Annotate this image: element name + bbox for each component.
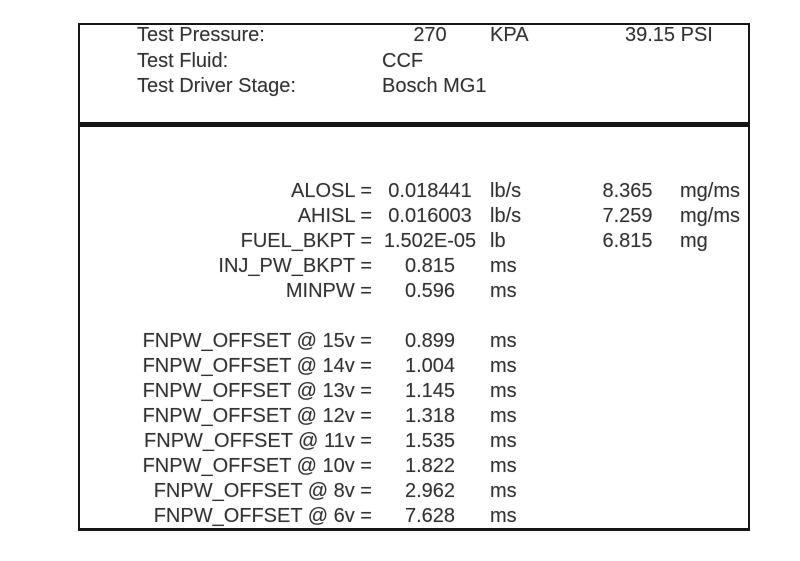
offset-value: 1.145 <box>404 380 456 402</box>
parameter-row-inj-pw-bkpt: INJ_PW_BKPT = 0.815 ms <box>80 254 748 279</box>
param-value: 0.018441 <box>388 180 472 202</box>
param-value: 0.016003 <box>388 205 472 227</box>
offset-unit: ms <box>490 505 517 527</box>
param-value: 1.502E-05 <box>383 230 477 252</box>
offset-row-6v: FNPW_OFFSET @ 6v = 7.628 ms <box>80 504 748 529</box>
offset-label: FNPW_OFFSET @ 13v = <box>142 380 372 402</box>
header-row-test-fluid: Test Fluid: CCF <box>80 49 748 75</box>
param-unit: lb/s <box>490 205 522 227</box>
offset-unit: ms <box>490 430 517 452</box>
offset-row-15v: FNPW_OFFSET @ 15v = 0.899 ms <box>80 329 748 354</box>
test-fluid-label: Test Fluid: <box>137 49 229 72</box>
offset-label: FNPW_OFFSET @ 12v = <box>142 405 372 427</box>
param-unit: lb <box>490 230 506 252</box>
param-metric-unit: mg <box>680 230 708 252</box>
offset-row-12v: FNPW_OFFSET @ 12v = 1.318 ms <box>80 404 748 429</box>
parameter-row-alosl: ALOSL = 0.018441 lb/s 8.365 mg/ms <box>80 179 748 204</box>
param-metric-value: 6.815 <box>602 230 653 252</box>
offset-unit: ms <box>490 330 517 352</box>
offset-value: 7.628 <box>404 505 456 527</box>
param-value: 0.815 <box>404 255 456 277</box>
param-metric-value: 7.259 <box>602 205 653 227</box>
test-pressure-label: Test Pressure: <box>137 24 265 46</box>
param-metric-unit: mg/ms <box>680 205 740 227</box>
param-value: 0.596 <box>404 280 456 302</box>
section-divider <box>80 122 748 127</box>
param-label: FUEL_BKPT = <box>240 230 372 252</box>
test-driver-stage-value: Bosch MG1 <box>382 75 487 97</box>
test-pressure-unit: KPA <box>490 24 529 46</box>
parameter-row-ahisl: AHISL = 0.016003 lb/s 7.259 mg/ms <box>80 204 748 229</box>
offset-value: 1.318 <box>404 405 456 427</box>
blank-row <box>80 304 748 329</box>
test-pressure-psi-value: 39.15 PSI <box>625 24 713 46</box>
offset-value: 2.962 <box>404 480 456 502</box>
offset-row-10v: FNPW_OFFSET @ 10v = 1.822 ms <box>80 454 748 479</box>
offset-row-13v: FNPW_OFFSET @ 13v = 1.145 ms <box>80 379 748 404</box>
offset-unit: ms <box>490 455 517 477</box>
offset-label: FNPW_OFFSET @ 8v = <box>153 480 372 502</box>
offset-value: 1.004 <box>404 355 456 377</box>
param-label: ALOSL = <box>291 180 372 202</box>
test-conditions-section: Test Pressure: 270 KPA 39.15 PSI Test Fl… <box>80 23 748 100</box>
test-fluid-value: CCF <box>382 49 424 72</box>
offset-label: FNPW_OFFSET @ 15v = <box>142 330 372 352</box>
offset-value: 1.535 <box>404 430 456 452</box>
offset-row-8v: FNPW_OFFSET @ 8v = 2.962 ms <box>80 479 748 504</box>
param-label: MINPW = <box>285 280 372 302</box>
offset-row-14v: FNPW_OFFSET @ 14v = 1.004 ms <box>80 354 748 379</box>
param-unit: ms <box>490 280 517 302</box>
param-metric-value: 8.365 <box>602 180 653 202</box>
param-metric-unit: mg/ms <box>680 180 740 202</box>
offset-label: FNPW_OFFSET @ 11v = <box>144 430 372 452</box>
param-label: INJ_PW_BKPT = <box>218 255 372 277</box>
offset-unit: ms <box>490 480 517 502</box>
parameter-row-minpw: MINPW = 0.596 ms <box>80 279 748 304</box>
offset-unit: ms <box>490 405 517 427</box>
offset-value: 1.822 <box>404 455 456 477</box>
offset-label: FNPW_OFFSET @ 10v = <box>142 455 372 477</box>
header-row-test-pressure: Test Pressure: 270 KPA 39.15 PSI <box>80 23 748 49</box>
header-row-test-driver-stage: Test Driver Stage: Bosch MG1 <box>80 74 748 100</box>
test-driver-stage-label: Test Driver Stage: <box>137 75 296 97</box>
offset-unit: ms <box>490 355 517 377</box>
param-unit: ms <box>490 255 517 277</box>
param-unit: lb/s <box>490 180 522 202</box>
offset-label: FNPW_OFFSET @ 14v = <box>142 355 372 377</box>
offset-value: 0.899 <box>404 330 456 352</box>
offset-row-11v: FNPW_OFFSET @ 11v = 1.535 ms <box>80 429 748 454</box>
offset-unit: ms <box>490 380 517 402</box>
offset-label: FNPW_OFFSET @ 6v = <box>153 505 372 527</box>
parameter-row-fuel-bkpt: FUEL_BKPT = 1.502E-05 lb 6.815 mg <box>80 229 748 254</box>
test-report-panel: Test Pressure: 270 KPA 39.15 PSI Test Fl… <box>78 23 750 531</box>
parameters-section: ALOSL = 0.018441 lb/s 8.365 mg/ms AHISL … <box>80 179 748 529</box>
test-pressure-value: 270 <box>413 24 447 46</box>
param-label: AHISL = <box>297 205 372 227</box>
